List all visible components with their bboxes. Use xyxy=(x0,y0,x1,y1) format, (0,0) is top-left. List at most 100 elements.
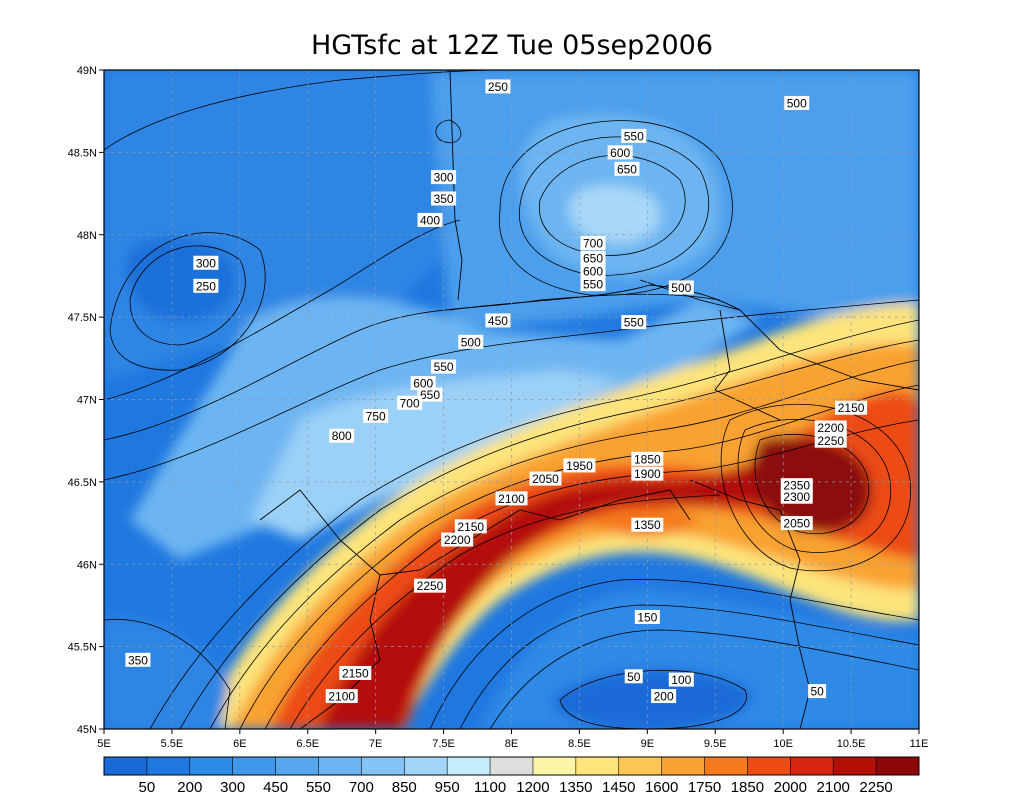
contour-label: 350 xyxy=(125,652,151,667)
contour-label-bg xyxy=(397,395,423,410)
colorbar-label: 550 xyxy=(306,779,331,796)
x-tick-label: 8E xyxy=(505,738,518,750)
colorbar-label: 1600 xyxy=(645,779,678,796)
contour-label-bg xyxy=(431,191,457,206)
contour-label-bg xyxy=(607,145,633,160)
colorbar-swatch xyxy=(532,757,577,775)
contour-label: 550 xyxy=(580,277,606,292)
contour-label-bg xyxy=(580,235,606,250)
contour-label-text: 1900 xyxy=(634,467,661,481)
contour-line xyxy=(498,120,733,296)
contour-label-bg xyxy=(417,387,443,402)
contour-label: 2200 xyxy=(814,420,847,435)
contour-label: 2250 xyxy=(414,578,446,593)
y-tick-label: 46.5N xyxy=(68,477,97,489)
contour-label-text: 650 xyxy=(583,251,603,265)
contour-label-bg xyxy=(614,161,640,176)
y-tick-label: 47.5N xyxy=(68,312,97,324)
contour-label-text: 50 xyxy=(627,670,641,684)
contour-line xyxy=(104,293,721,441)
contour-line xyxy=(459,604,919,729)
contour-label-bg xyxy=(580,263,606,278)
contour-label: 800 xyxy=(329,428,355,443)
colorbar: 50 200 300 450 550 700 850 950 1100 1200 1350 1450 1… xyxy=(103,756,920,796)
colorbar-swatch xyxy=(189,757,234,775)
contour-label-bg xyxy=(814,433,847,448)
colorbar-label: 700 xyxy=(349,779,374,796)
colorbar-swatch xyxy=(876,757,920,775)
contour-label-text: 2250 xyxy=(817,434,844,448)
border-line xyxy=(299,574,381,729)
contour-label-text: 650 xyxy=(420,388,440,402)
contour-label: 100 xyxy=(668,672,694,687)
contour-label-text: 1950 xyxy=(566,459,593,473)
colorbar-label: 2100 xyxy=(817,779,850,796)
contour-label-bg xyxy=(485,313,511,328)
contour-label-text: 600 xyxy=(610,146,630,160)
contour-label-text: 2300 xyxy=(783,490,810,504)
contour-label: 2300 xyxy=(780,489,813,504)
contour-line xyxy=(289,494,721,729)
contour-label-bg xyxy=(631,451,664,466)
contour-label: 2250 xyxy=(814,433,847,448)
contour-line xyxy=(104,299,919,481)
border-line xyxy=(449,70,463,301)
colorbar-swatch xyxy=(361,757,405,775)
colorbar-swatch xyxy=(232,757,277,775)
colorbar-label: 850 xyxy=(392,779,417,796)
contour-label-bg xyxy=(814,420,847,435)
contour-label-text: 500 xyxy=(787,96,807,110)
contour-line xyxy=(104,219,461,401)
contour-line xyxy=(429,578,919,729)
colorbar-swatch xyxy=(104,757,148,775)
contour-label: 150 xyxy=(634,609,660,624)
contour-label-bg xyxy=(808,684,827,699)
contour-label: 500 xyxy=(458,334,484,349)
contour-label-text: 2150 xyxy=(342,666,369,680)
contour-label-bg xyxy=(529,471,562,486)
contour-label: 50 xyxy=(624,669,643,684)
colorbar-swatch xyxy=(404,757,448,775)
y-tick-label: 48.5N xyxy=(68,147,97,159)
contour-label-text: 50 xyxy=(810,685,824,699)
contour-label-text: 150 xyxy=(637,610,657,624)
contour-label: 600 xyxy=(580,263,606,278)
x-tick-label: 10.5E xyxy=(837,738,866,750)
contour-label: 550 xyxy=(621,128,647,143)
colorbar-label: 50 xyxy=(139,779,156,796)
contour-label-text: 500 xyxy=(461,335,481,349)
colorbar-label: 1200 xyxy=(516,779,549,796)
contour-label-text: 600 xyxy=(413,377,433,391)
contour-label: 2200 xyxy=(441,532,474,547)
contour-label-text: 350 xyxy=(434,192,454,206)
x-tick-label: 7E xyxy=(369,738,382,750)
contour-label-text: 550 xyxy=(434,360,454,374)
contour-label: 2150 xyxy=(339,665,372,680)
colorbar-label: 1750 xyxy=(688,779,721,796)
contour-label: 1850 xyxy=(631,451,664,466)
contour-line xyxy=(209,359,919,729)
contour-label-text: 500 xyxy=(671,281,691,295)
contour-label-bg xyxy=(668,672,694,687)
field-peak-north xyxy=(569,185,660,244)
contour-line xyxy=(264,419,919,729)
colorbar-label: 2000 xyxy=(774,779,807,796)
contour-label: 250 xyxy=(485,79,511,94)
contour-label: 750 xyxy=(363,408,389,423)
contour-label-text: 2050 xyxy=(783,517,810,531)
contour-label-text: 350 xyxy=(128,653,148,667)
contour-label-text: 2100 xyxy=(498,492,525,506)
colorbar-label: 950 xyxy=(435,779,460,796)
contour-label-bg xyxy=(414,578,446,593)
contour-label-text: 300 xyxy=(434,171,454,185)
contour-label-text: 2150 xyxy=(838,401,865,415)
colorbar-swatch xyxy=(275,757,319,775)
colorbar-label: 2250 xyxy=(859,779,892,796)
colorbar-swatch xyxy=(447,757,491,775)
contour-label-bg xyxy=(193,255,219,270)
y-tick-label: 45N xyxy=(77,724,97,736)
border-line xyxy=(639,279,919,391)
contour-label-bg xyxy=(193,278,219,293)
contour-label: 2050 xyxy=(529,471,562,486)
